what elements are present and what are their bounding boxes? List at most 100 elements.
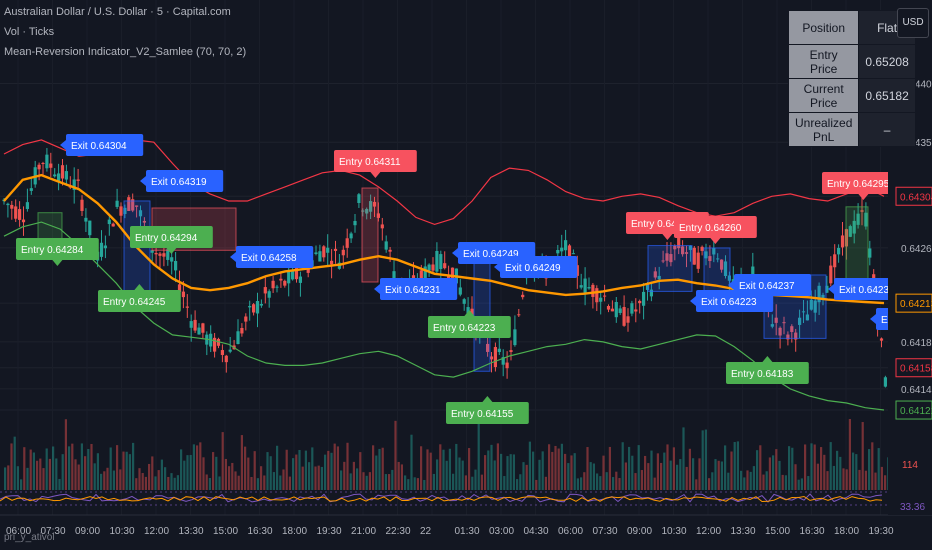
indicator-legend[interactable]: Mean-Reversion Indicator_V2_Samlee (70, …: [4, 46, 247, 58]
tag-label: Entry 0.64262: [631, 219, 694, 230]
candle-body: [575, 265, 579, 276]
volume-bar: [631, 455, 634, 490]
volume-bar: [29, 449, 32, 490]
symbol-title[interactable]: Australian Dollar / U.S. Dollar · 5 · Ca…: [4, 6, 231, 18]
candle-body: [630, 303, 634, 314]
candle-body: [688, 245, 692, 250]
volume-bar: [797, 479, 800, 490]
volume-bar: [765, 471, 768, 490]
tag-body: [380, 278, 458, 300]
candle-body: [53, 174, 57, 177]
candle-body: [220, 350, 224, 355]
candle-body: [37, 164, 41, 170]
volume-bar: [692, 458, 695, 490]
volume-bar: [752, 466, 755, 490]
volume-bar: [378, 448, 381, 490]
volume-bar: [576, 478, 579, 490]
volume-bar: [781, 474, 784, 490]
time-tick: 06:00: [558, 526, 583, 537]
volume-bar: [464, 475, 467, 490]
volume-bar: [656, 453, 659, 490]
volume-bar: [647, 463, 650, 490]
volume-bar: [215, 456, 218, 490]
volume-bar: [32, 452, 35, 490]
tag-label: Exit 0.64304: [71, 141, 127, 152]
entry-short-tag: Entry 0.64260: [674, 216, 757, 244]
candle-body: [123, 207, 127, 214]
candle-body: [493, 347, 497, 368]
candle-body: [727, 275, 731, 281]
volume-bar: [416, 478, 419, 490]
entry-long-tag: Entry 0.64245: [98, 284, 181, 312]
volume-bar: [189, 454, 192, 490]
volume-bar: [432, 473, 435, 490]
candle-body: [369, 201, 373, 212]
tag-label: Entry 0.64294: [135, 233, 198, 244]
tag-pointer: [728, 280, 734, 290]
volume-bar: [727, 472, 730, 490]
time-axis[interactable]: 06:00 07:30 09:00 10:30 12:00 13:30 15:00 16:30…: [0, 516, 932, 550]
candle-body: [517, 314, 521, 316]
candle-body: [669, 254, 673, 263]
volume-bar: [704, 429, 707, 490]
volume-bar: [288, 476, 291, 490]
volume-bar: [429, 452, 432, 490]
volume-bar: [84, 456, 87, 490]
oscillator-legend[interactable]: pri_y_ativol: [4, 532, 55, 543]
candle-body: [860, 210, 864, 212]
candle-body: [579, 285, 583, 288]
volume-bar: [717, 460, 720, 490]
osc-signal-line: [0, 495, 883, 503]
candle-body: [833, 254, 837, 268]
volume-bar: [676, 464, 679, 490]
time-axis-bg: [0, 516, 932, 550]
volume-bar: [669, 460, 672, 490]
price-badge: [895, 358, 932, 378]
volume-bar: [196, 445, 199, 490]
currency-button[interactable]: USD: [897, 8, 929, 38]
volume-bar: [836, 450, 839, 490]
candle-body: [326, 247, 330, 253]
candle-body: [443, 263, 447, 269]
candle-body: [786, 334, 790, 340]
tag-body: [822, 172, 905, 194]
volume-bar: [205, 474, 208, 490]
upper-band-line: [3, 139, 885, 226]
volume-bar: [279, 475, 282, 490]
volume-bar: [832, 465, 835, 490]
candle-body: [365, 208, 369, 214]
volume-bar: [468, 448, 471, 490]
volume-bar: [71, 443, 74, 490]
candle-body: [610, 308, 614, 312]
candle-body: [361, 210, 365, 212]
price-tick: 0.64350: [901, 138, 932, 149]
volume-legend[interactable]: Vol · Ticks: [4, 26, 55, 38]
volume-bar: [573, 453, 576, 490]
candle-body: [291, 270, 295, 280]
volume-bar: [250, 476, 253, 490]
candle-body: [392, 271, 396, 279]
candle-body: [29, 188, 33, 191]
volume-bar: [522, 462, 525, 490]
volume-bar: [199, 442, 202, 490]
volume-bar: [791, 447, 794, 490]
volume-bar: [256, 478, 259, 490]
volume-bar: [743, 477, 746, 490]
volume-bar: [439, 444, 442, 490]
price-badge-label: 0.64122: [900, 406, 932, 417]
candle-body: [25, 202, 29, 209]
candle-body: [447, 276, 451, 279]
price-badge-label: 0.64304: [900, 192, 932, 203]
volume-bar: [458, 457, 461, 490]
candle-body: [57, 173, 61, 182]
volume-bar: [61, 454, 64, 490]
volume-bar: [397, 461, 400, 490]
volume-bar: [388, 474, 391, 490]
candle-body: [353, 220, 357, 226]
volume-bar: [314, 466, 317, 490]
volume-bar: [839, 456, 842, 490]
candle-body: [626, 316, 630, 323]
tag-pointer: [374, 284, 380, 294]
exit-tag: Exit 0.64258: [230, 246, 314, 268]
